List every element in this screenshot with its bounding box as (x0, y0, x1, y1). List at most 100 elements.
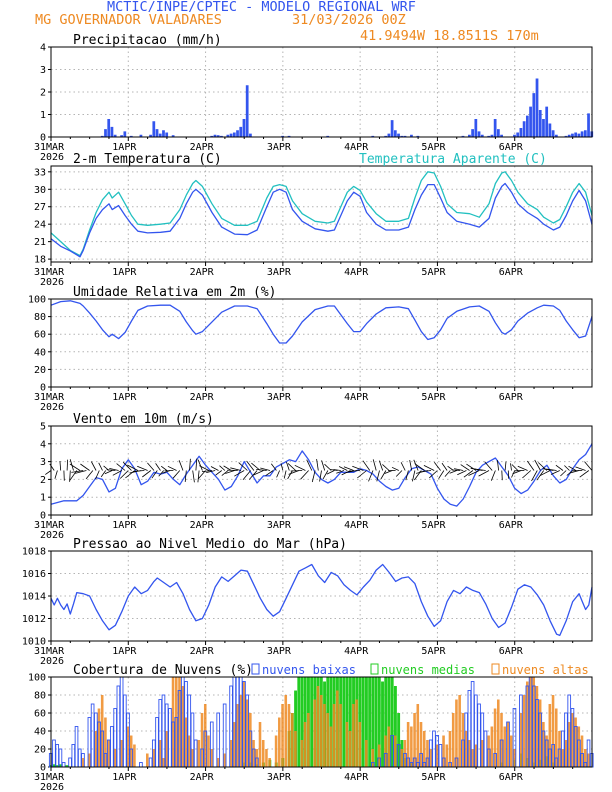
cloud-high-bar (384, 735, 387, 767)
precip-bar (587, 113, 590, 138)
y-tick-label: 0 (40, 763, 46, 774)
precip-bar (490, 134, 494, 137)
x-tick-label: 5APR (421, 142, 446, 153)
y-tick-label: 100 (28, 295, 46, 306)
wind-vector (90, 461, 97, 471)
wind-vector (490, 470, 496, 481)
wind-vector (260, 467, 271, 471)
wind-vector (512, 470, 522, 475)
wind-vector (197, 470, 206, 480)
cloud-medium-bar (384, 677, 388, 767)
cloud-medium-bar (294, 690, 298, 767)
precip-bar (567, 134, 571, 137)
cloud-medium-bar (371, 677, 375, 767)
wind-vector (306, 459, 313, 471)
cloud-high-bar (587, 753, 590, 767)
precip-bar (535, 78, 539, 137)
precip-bar (516, 132, 520, 137)
precip-bar (583, 130, 587, 137)
wind-vector (122, 461, 132, 471)
precip-bar (281, 135, 284, 138)
cloud-high-bar (239, 695, 242, 767)
cloud-high-bar (181, 686, 184, 767)
wind-vector (210, 466, 219, 471)
cloud-high-bar (120, 740, 123, 767)
cloud-high-bar (352, 704, 355, 767)
cloud-high-bar (400, 749, 403, 767)
cloud-high-bar (571, 713, 574, 767)
x-tick-label: 1APR (112, 646, 137, 657)
wind-vector (584, 461, 593, 471)
cloud-high-bar (442, 735, 445, 767)
y-tick-label: 4 (40, 43, 46, 54)
precip-bar (471, 129, 474, 138)
cloud-high-bar (158, 740, 162, 767)
cloud-high-bar (490, 726, 494, 767)
wind-vector (555, 464, 564, 471)
cloud-high-bar (458, 695, 461, 767)
x-tick-label: 2APR (190, 520, 215, 531)
legend-low-label: nuvens baixas (262, 663, 356, 677)
header-run: 31/03/2026 00Z (292, 12, 406, 28)
cloud-high-bar (471, 749, 474, 767)
x-tick-label: 31MAR (34, 772, 65, 783)
wind-vector (189, 458, 191, 471)
x-tick-label: 6APR (499, 520, 524, 531)
wind-vector (409, 460, 413, 471)
wind-vector (206, 470, 216, 473)
y-tick-label: 21 (34, 237, 46, 248)
wind-speed-line (50, 443, 593, 507)
x-tick-label: 1APR (112, 142, 137, 153)
cloud-medium-bar (361, 677, 365, 767)
y-tick-label: 60 (34, 709, 46, 720)
wind-vector (449, 470, 457, 474)
cloud-low-bar (68, 757, 72, 768)
cloud-high-bar (313, 699, 317, 767)
x-year-label: 2026 (40, 402, 64, 413)
temp-title: 2-m Temperatura (C) (73, 152, 222, 167)
wind-vector (343, 466, 354, 471)
cloud-high-bar (564, 740, 568, 767)
cloud-high-bar (371, 749, 374, 767)
precip-bar (577, 133, 581, 138)
cloud-high-bar (364, 740, 368, 767)
header-location: MG GOVERNADOR VALADARES (35, 12, 222, 28)
cloud-high-bar (265, 749, 268, 767)
cloud-high-bar (210, 749, 213, 767)
cloud-high-bar (387, 726, 391, 767)
wind-vector (199, 465, 209, 471)
y-tick-label: 18 (34, 255, 46, 266)
wind-vector (319, 470, 322, 482)
cloud-high-bar (538, 699, 542, 767)
cloud-high-bar (493, 708, 497, 767)
cloud-high-bar (236, 704, 239, 767)
cloud-low-bar (116, 685, 121, 768)
cloud-high-bar (223, 753, 226, 767)
cloud-low-bar (77, 748, 82, 768)
cloud-low-bar (74, 726, 79, 768)
cloud-high-bar (455, 699, 458, 767)
wind-vector (192, 470, 195, 483)
wind-vector (478, 470, 490, 477)
x-year-label: 2026 (40, 152, 64, 163)
precip-title: Precipitacao (mm/h) (73, 33, 222, 48)
wind-title: Vento em 10m (m/s) (73, 412, 214, 427)
y-tick-label: 20 (34, 745, 46, 756)
wind-vector (98, 462, 103, 471)
cloud-high-bar (519, 713, 523, 767)
wind-vector (376, 470, 380, 482)
cloud-high-bar (410, 726, 413, 767)
wind-vector (300, 470, 309, 480)
y-tick-label: 3 (40, 65, 46, 76)
x-tick-label: 6APR (499, 142, 524, 153)
wind-vector (112, 470, 122, 476)
precip-bar (232, 132, 236, 137)
y-tick-label: 80 (34, 691, 46, 702)
cloud-high-bar (393, 735, 397, 767)
y-tick-label: 1014 (22, 592, 46, 603)
wind-vector (132, 470, 145, 472)
wind-vector (270, 463, 277, 471)
x-tick-label: 3APR (267, 772, 292, 783)
wind-vector (484, 461, 493, 471)
wind-vector (546, 468, 557, 471)
